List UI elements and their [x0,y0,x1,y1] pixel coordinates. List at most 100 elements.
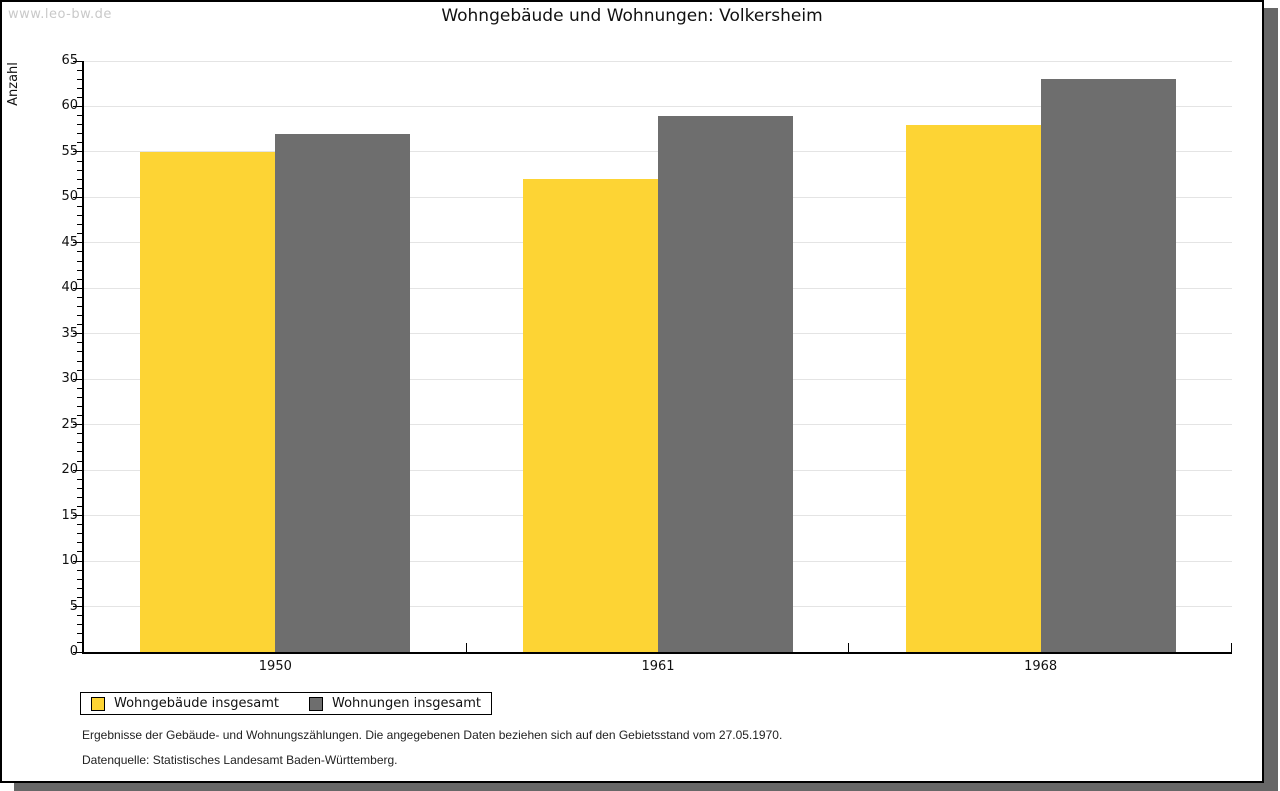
legend-swatch-1 [309,696,323,711]
x-tick-label: 1961 [641,659,675,674]
y-minor-tick [77,278,82,280]
y-major-tick [73,333,82,335]
y-minor-tick [77,324,82,326]
y-minor-tick [77,224,82,226]
y-minor-tick [77,124,82,126]
y-minor-tick [77,369,82,371]
y-minor-tick [77,551,82,553]
y-tick-label: 30 [61,371,78,387]
y-minor-tick [77,169,82,171]
x-axis-line [82,652,1232,654]
y-minor-tick [77,260,82,262]
y-minor-tick [77,69,82,71]
y-minor-tick [77,205,82,207]
bar-1968-series-1 [1040,79,1176,652]
y-minor-tick [77,642,82,644]
y-minor-tick [77,433,82,435]
y-minor-tick [77,524,82,526]
legend-label: Wohngebäude insgesamt [114,696,279,711]
legend-label: Wohnungen insgesamt [332,696,481,711]
y-minor-tick [77,251,82,253]
plot-area: 0 5 10 15 20 25 30 35 40 45 50 55 60 65 1950 1961 1968 [61,53,1232,674]
y-minor-tick [77,633,82,635]
y-major-tick [73,242,82,244]
y-minor-tick [77,587,82,589]
y-tick-label: 40 [61,280,78,296]
gridline [84,60,1232,62]
legend-item: Wohngebäude insgesamt [91,696,279,711]
watermark-text: www.leo-bw.de [8,7,112,22]
y-tick-label: 15 [61,507,78,523]
y-major-tick [73,606,82,608]
bar-1961-series-1 [658,115,793,652]
y-tick-label: 0 [69,644,78,659]
y-major-tick [73,105,82,107]
y-major-tick [73,651,82,653]
y-major-tick [73,515,82,517]
y-minor-tick [77,442,82,444]
x-tick-label: 1950 [258,659,292,674]
y-minor-tick [77,542,82,544]
legend-swatch-0 [91,696,105,711]
x-axis-tick [848,643,850,652]
x-tick-label: 1968 [1024,659,1058,674]
y-minor-tick [77,487,82,489]
y-minor-tick [77,396,82,398]
y-major-tick [73,287,82,289]
footer-note: Ergebnisse der Gebäude- und Wohnungszähl… [82,728,783,742]
y-minor-tick [77,578,82,580]
y-minor-tick [77,387,82,389]
y-minor-tick [77,78,82,80]
legend-item: Wohnungen insgesamt [309,696,481,711]
y-tick-label: 35 [61,325,78,341]
y-tick-label: 10 [61,553,78,569]
y-minor-tick [77,142,82,144]
y-minor-tick [77,478,82,480]
y-minor-tick [77,342,82,344]
y-minor-tick [77,160,82,162]
y-tick-label: 5 [69,598,78,614]
y-minor-tick [77,415,82,417]
y-tick-label: 45 [61,234,78,250]
x-axis-tick [465,643,467,652]
y-major-tick [73,424,82,426]
y-minor-tick [77,296,82,298]
y-major-tick [73,151,82,153]
y-minor-tick [77,569,82,571]
y-axis-line [82,61,84,654]
y-minor-tick [77,215,82,217]
y-minor-tick [77,133,82,135]
y-minor-tick [77,87,82,89]
y-minor-tick [77,115,82,117]
y-major-tick [73,378,82,380]
y-minor-tick [77,233,82,235]
y-minor-tick [77,269,82,271]
y-minor-tick [77,315,82,317]
y-minor-tick [77,451,82,453]
y-minor-tick [77,351,82,353]
bar-1950-series-1 [275,133,411,652]
y-tick-label: 60 [61,98,78,114]
y-minor-tick [77,305,82,307]
y-tick-label: 55 [61,143,78,159]
y-major-tick [73,469,82,471]
y-minor-tick [77,460,82,462]
footer-source: Datenquelle: Statistisches Landesamt Bad… [82,753,398,767]
y-tick-label: 20 [61,462,78,478]
chart-title: Wohngebäude und Wohnungen: Volkersheim [441,6,823,26]
y-tick-label: 50 [61,189,78,205]
bar-1950-series-0 [140,151,276,652]
y-tick-label: 65 [61,53,78,68]
y-minor-tick [77,506,82,508]
legend: Wohngebäude insgesamt Wohnungen insgesamt [80,692,492,715]
y-minor-tick [77,596,82,598]
y-minor-tick [77,96,82,98]
y-minor-tick [77,360,82,362]
y-major-tick [73,60,82,62]
y-minor-tick [77,406,82,407]
y-minor-tick [77,496,82,498]
y-major-tick [73,560,82,562]
y-minor-tick [77,624,82,626]
y-minor-tick [77,187,82,189]
